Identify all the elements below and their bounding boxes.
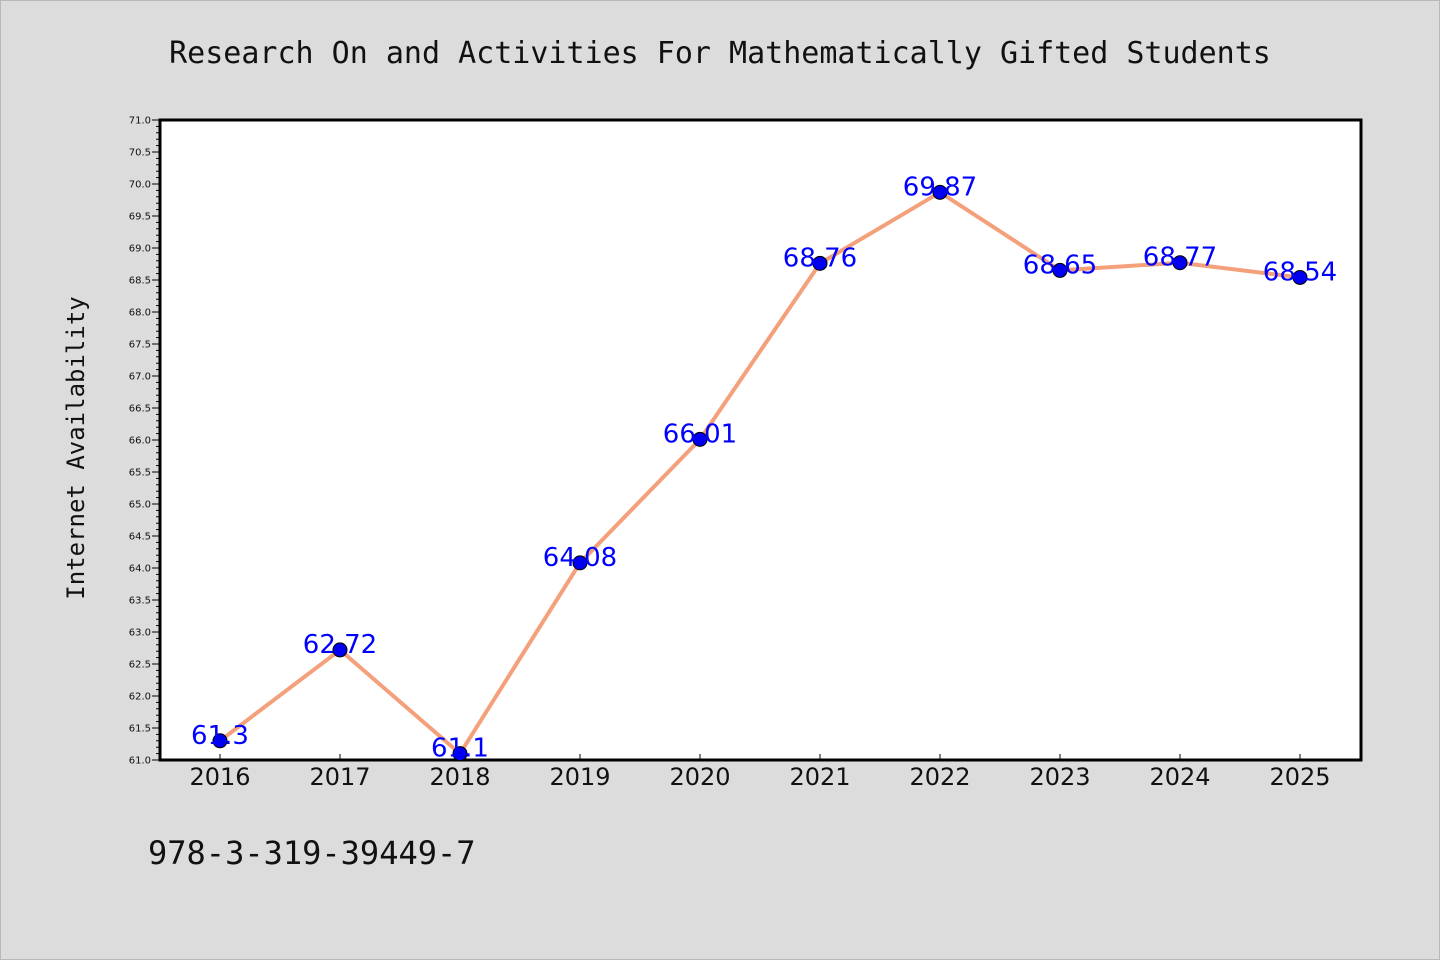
data-point xyxy=(212,733,228,749)
y-tick-label: 66.5 xyxy=(129,404,151,415)
y-tick-label: 65.5 xyxy=(129,468,151,479)
x-tick-label: 2016 xyxy=(189,763,250,791)
data-label: 61.1 xyxy=(431,734,489,764)
y-axis: 61.0 61.5 62.0 62.5 63.0 63.5 64.0 64.5 65.0 65.5… xyxy=(129,116,160,767)
y-tick-label: 67.5 xyxy=(129,340,151,351)
x-tick-label: 2022 xyxy=(909,763,970,791)
x-tick-label: 2018 xyxy=(429,763,490,791)
y-tick-label: 63.5 xyxy=(129,596,151,607)
y-tick-label: 62.5 xyxy=(129,660,151,671)
data-label: 62.72 xyxy=(303,630,377,660)
isbn-footnote: 978-3-319-39449-7 xyxy=(148,834,476,872)
y-tick-label: 69.5 xyxy=(129,212,151,223)
data-label: 68.77 xyxy=(1143,243,1217,273)
plot-area xyxy=(158,118,1363,762)
x-tick-label: 2021 xyxy=(789,763,850,791)
y-tick-label: 65.0 xyxy=(129,500,151,511)
data-point xyxy=(332,642,348,658)
y-tick-label: 68.0 xyxy=(129,308,151,319)
series-line xyxy=(218,190,1301,756)
data-point xyxy=(1052,262,1068,278)
data-label: 66.01 xyxy=(663,419,737,449)
data-label: 61.3 xyxy=(191,721,249,751)
data-label: 68.65 xyxy=(1023,250,1097,280)
y-tick-label: 68.5 xyxy=(129,276,151,287)
y-tick-label: 61.0 xyxy=(129,756,151,767)
data-label: 69.87 xyxy=(903,172,977,202)
data-point xyxy=(1292,269,1308,285)
y-tick-label: 71.0 xyxy=(129,116,151,127)
data-point xyxy=(1172,255,1188,271)
data-point xyxy=(812,255,828,271)
x-tick-label: 2025 xyxy=(1269,763,1330,791)
y-tick-label: 66.0 xyxy=(129,436,151,447)
data-point xyxy=(572,555,588,571)
y-tick-label: 64.5 xyxy=(129,532,151,543)
data-label: 64.08 xyxy=(543,543,617,573)
y-tick-label: 70.5 xyxy=(129,148,151,159)
data-point xyxy=(692,431,708,447)
y-tick-label: 67.0 xyxy=(129,372,151,383)
y-tick-label: 70.0 xyxy=(129,180,151,191)
data-point xyxy=(452,746,468,762)
data-labels-group: 61.3 62.72 61.1 64.08 66.01 68.76 69.87 68.65 68… xyxy=(191,172,1337,763)
data-point xyxy=(932,184,948,200)
x-tick-label: 2017 xyxy=(309,763,370,791)
y-tick-label: 61.5 xyxy=(129,724,151,735)
data-label: 68.76 xyxy=(783,243,857,273)
y-axis-label: Internet Availability xyxy=(62,296,90,599)
y-tick-label: 63.0 xyxy=(129,628,151,639)
x-tick-label: 2020 xyxy=(669,763,730,791)
series-group xyxy=(212,184,1308,762)
x-tick-label: 2024 xyxy=(1149,763,1210,791)
x-axis: 2016 2017 2018 2019 2020 2021 2022 2023 2024 2025 xyxy=(189,754,1331,791)
x-tick-label: 2019 xyxy=(549,763,610,791)
chart-title: Research On and Activities For Mathemati… xyxy=(169,36,1271,71)
x-tick-label: 2023 xyxy=(1029,763,1090,791)
y-tick-label: 64.0 xyxy=(129,564,151,575)
data-label: 68.54 xyxy=(1263,257,1337,287)
y-tick-label: 69.0 xyxy=(129,244,151,255)
y-tick-label: 62.0 xyxy=(129,692,151,703)
